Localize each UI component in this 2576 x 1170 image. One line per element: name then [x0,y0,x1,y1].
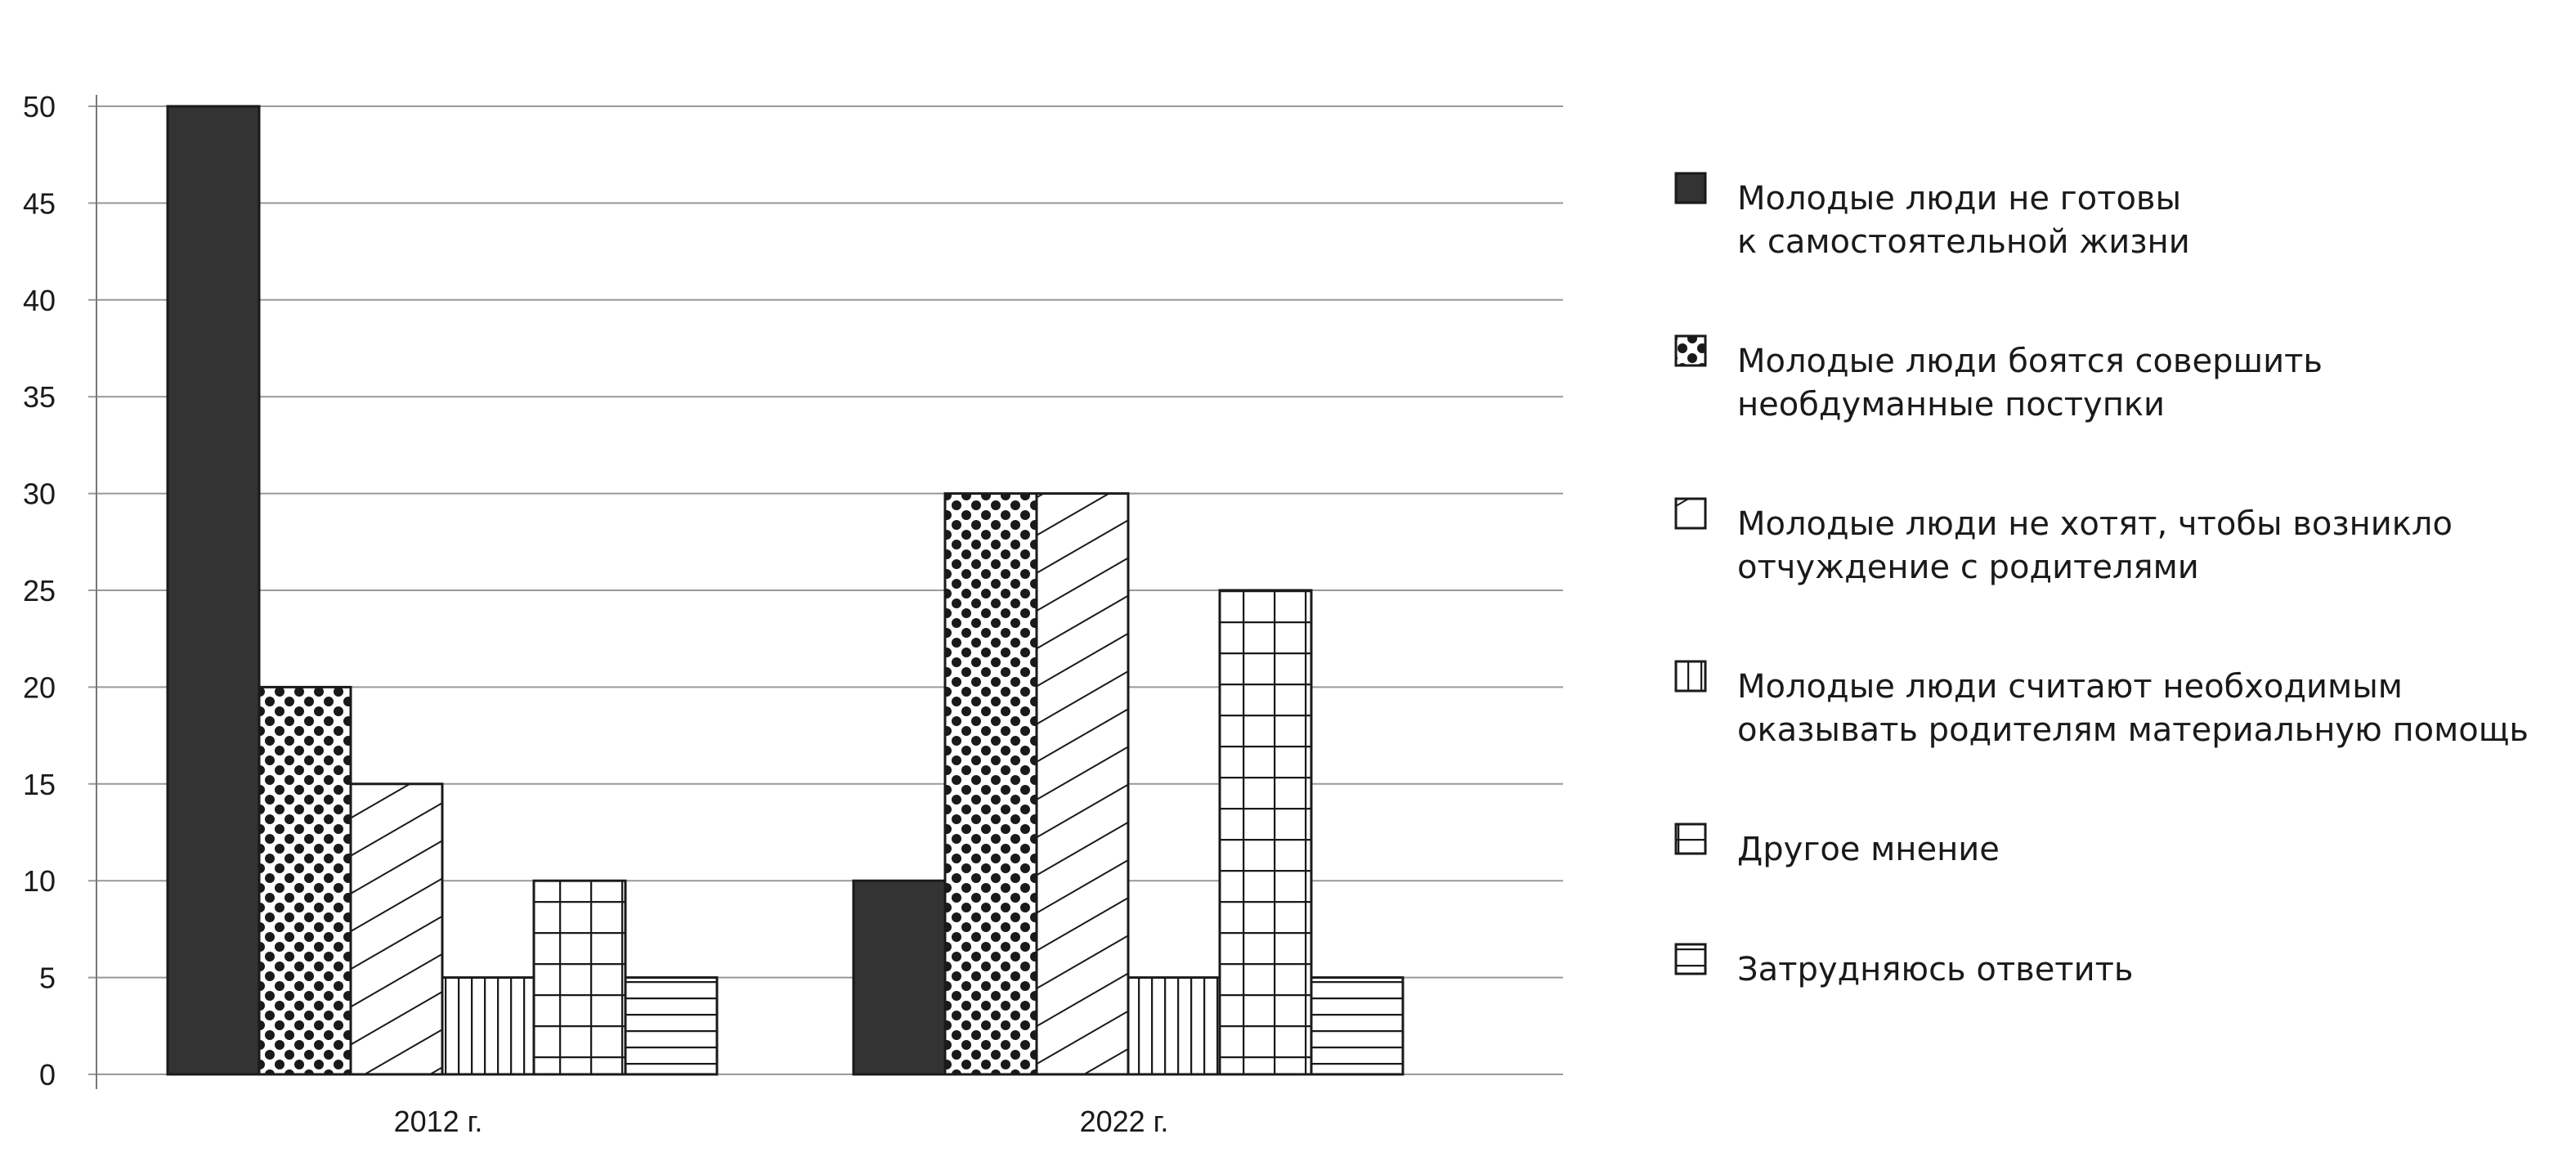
tick-labels: 0 5 10 15 20 25 30 35 40 45 50 2012 г. 2022 г. [23,90,1168,1138]
legend-swatch [1674,172,1707,204]
bar [441,976,535,1076]
y-tick-label: 40 [23,284,56,317]
y-tick-label: 0 [39,1058,56,1092]
legend-label: оказывать родителям материальную помощь [1737,711,2529,749]
legend-swatch [1674,823,1707,855]
bar [258,685,352,1076]
bar [852,879,947,1076]
bar [166,105,261,1076]
legend-label: отчуждение с родителями [1737,549,2199,586]
bar [1127,976,1221,1076]
bar [349,782,444,1076]
bar [1310,976,1404,1076]
bars [166,105,1404,1076]
y-tick-label: 20 [23,670,56,704]
legend-label: Молодые люди боятся совершить [1737,343,2323,380]
legend-swatch [1674,943,1707,975]
y-tick-label: 35 [23,380,56,414]
legend-label: Молодые люди не хотят, чтобы возникло [1737,505,2453,543]
bar [624,976,719,1076]
legend-swatch [1674,660,1707,693]
y-tick-label: 5 [39,962,56,995]
legend-label: Затрудняюсь ответить [1737,951,2133,988]
x-category-label: 2012 г. [394,1105,483,1138]
legend-swatch [1674,497,1707,530]
y-tick-label: 10 [23,864,56,898]
bar [1035,492,1130,1076]
legend-label: к самостоятельной жизни [1737,223,2190,261]
bar [1218,589,1313,1076]
legend-swatch [1674,334,1707,367]
x-category-label: 2022 г. [1080,1105,1169,1138]
bar [943,492,1038,1076]
legend: Молодые люди не готовы к самостоятельной … [1674,172,2529,988]
legend-label: Другое мнение [1737,831,2000,868]
y-tick-label: 30 [23,477,56,511]
bar [532,879,627,1076]
y-tick-label: 50 [23,90,56,123]
y-tick-label: 15 [23,768,56,801]
y-tick-label: 25 [23,574,56,607]
legend-label: Молодые люди не готовы [1737,180,2181,217]
y-tick-label: 45 [23,186,56,220]
legend-label: необдуманные поступки [1737,386,2165,424]
legend-label: Молодые люди считают необходимым [1737,668,2403,706]
